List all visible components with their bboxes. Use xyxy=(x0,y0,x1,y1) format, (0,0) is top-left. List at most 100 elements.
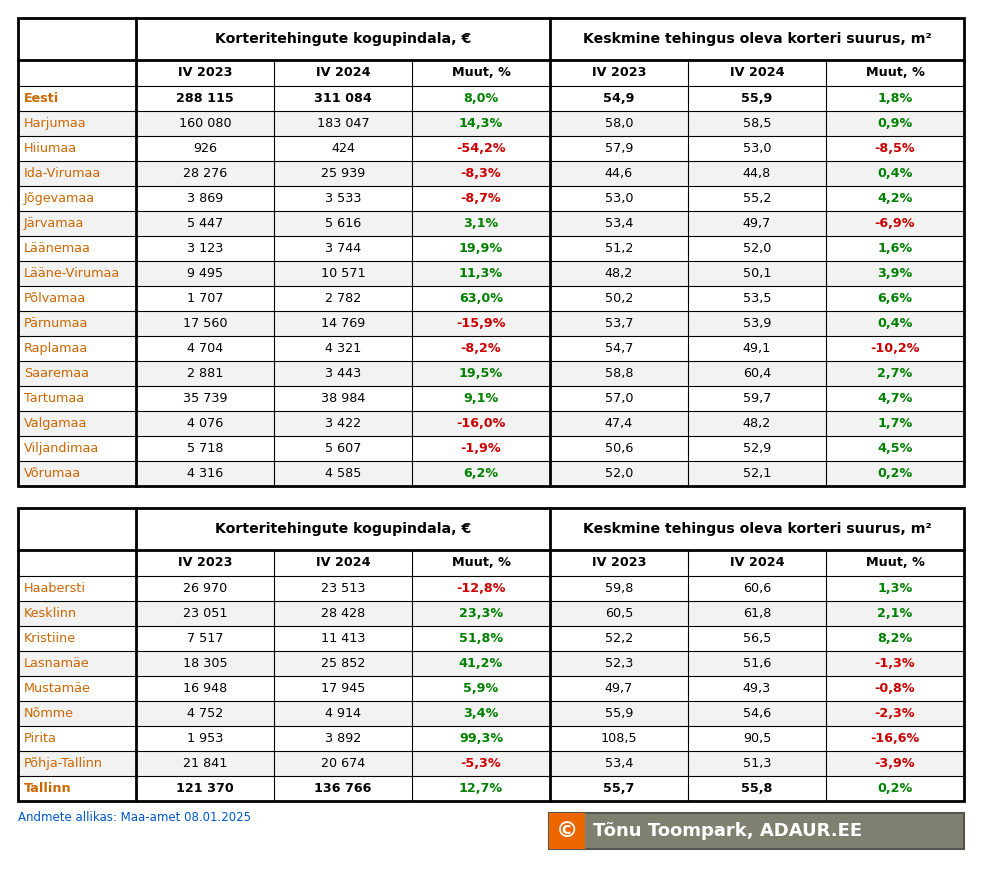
Text: -0,8%: -0,8% xyxy=(875,682,915,695)
Text: 54,9: 54,9 xyxy=(603,92,634,105)
Text: 288 115: 288 115 xyxy=(176,92,234,105)
Text: 160 080: 160 080 xyxy=(179,117,232,130)
Text: 183 047: 183 047 xyxy=(316,117,369,130)
Text: 52,3: 52,3 xyxy=(605,657,633,670)
Text: Tõnu Toompark, ADAUR.EE: Tõnu Toompark, ADAUR.EE xyxy=(593,822,862,840)
Text: 4 752: 4 752 xyxy=(187,707,223,720)
Text: -8,2%: -8,2% xyxy=(461,342,502,355)
Text: Keskmine tehingus oleva korteri suurus, m²: Keskmine tehingus oleva korteri suurus, … xyxy=(582,522,931,536)
Text: 4 076: 4 076 xyxy=(187,417,223,430)
Text: 56,5: 56,5 xyxy=(742,632,771,645)
Text: 1,8%: 1,8% xyxy=(877,92,912,105)
Text: Hiiumaa: Hiiumaa xyxy=(24,142,78,155)
Text: Pärnumaa: Pärnumaa xyxy=(24,317,88,330)
Text: 0,4%: 0,4% xyxy=(877,167,912,180)
Text: 60,6: 60,6 xyxy=(742,582,771,595)
Text: Mustamäe: Mustamäe xyxy=(24,682,91,695)
Text: 51,6: 51,6 xyxy=(742,657,771,670)
Text: 53,9: 53,9 xyxy=(742,317,771,330)
Text: 7 517: 7 517 xyxy=(187,632,223,645)
Text: 0,2%: 0,2% xyxy=(877,782,912,795)
Text: 4,2%: 4,2% xyxy=(877,192,912,205)
Text: Muut, %: Muut, % xyxy=(452,66,511,80)
Text: ©: © xyxy=(556,821,578,841)
Text: -2,3%: -2,3% xyxy=(875,707,915,720)
Text: -12,8%: -12,8% xyxy=(457,582,506,595)
Text: 926: 926 xyxy=(193,142,217,155)
Text: 50,1: 50,1 xyxy=(742,267,771,280)
Text: 3,4%: 3,4% xyxy=(464,707,499,720)
Text: 49,7: 49,7 xyxy=(742,217,771,230)
Bar xyxy=(18,386,964,411)
Text: -8,3%: -8,3% xyxy=(461,167,502,180)
Text: 2 782: 2 782 xyxy=(325,292,361,305)
Text: 21 841: 21 841 xyxy=(183,757,227,770)
Text: Raplamaa: Raplamaa xyxy=(24,342,88,355)
Text: 3 869: 3 869 xyxy=(187,192,223,205)
Text: 51,2: 51,2 xyxy=(605,242,633,255)
Text: IV 2024: IV 2024 xyxy=(315,66,370,80)
Bar xyxy=(18,18,964,486)
Text: Põlvamaa: Põlvamaa xyxy=(24,292,86,305)
Text: 5 616: 5 616 xyxy=(325,217,361,230)
Text: Harjumaa: Harjumaa xyxy=(24,117,86,130)
Text: 0,9%: 0,9% xyxy=(877,117,912,130)
Text: Muut, %: Muut, % xyxy=(452,556,511,570)
Text: -5,3%: -5,3% xyxy=(461,757,502,770)
Bar xyxy=(549,813,964,849)
Text: 53,4: 53,4 xyxy=(605,757,633,770)
Bar xyxy=(18,576,964,601)
Text: 58,5: 58,5 xyxy=(742,117,771,130)
Text: -6,9%: -6,9% xyxy=(875,217,915,230)
Bar xyxy=(18,311,964,336)
Bar xyxy=(18,776,964,801)
Text: 3 744: 3 744 xyxy=(325,242,361,255)
Text: 61,8: 61,8 xyxy=(742,607,771,620)
Text: 99,3%: 99,3% xyxy=(459,732,503,745)
Text: 5 718: 5 718 xyxy=(187,442,223,455)
Text: 11 413: 11 413 xyxy=(321,632,365,645)
Text: 51,3: 51,3 xyxy=(742,757,771,770)
Text: Põhja-Tallinn: Põhja-Tallinn xyxy=(24,757,103,770)
Text: 121 370: 121 370 xyxy=(176,782,234,795)
Text: 1 953: 1 953 xyxy=(187,732,223,745)
Bar xyxy=(18,508,964,576)
Text: Andmete allikas: Maa-amet 08.01.2025: Andmete allikas: Maa-amet 08.01.2025 xyxy=(18,811,251,824)
Text: 8,0%: 8,0% xyxy=(464,92,499,105)
Text: Korteritehingute kogupindala, €: Korteritehingute kogupindala, € xyxy=(215,522,471,536)
Text: Saaremaa: Saaremaa xyxy=(24,367,89,380)
Text: 48,2: 48,2 xyxy=(742,417,771,430)
Text: 4,7%: 4,7% xyxy=(877,392,912,405)
Text: 49,3: 49,3 xyxy=(742,682,771,695)
Text: 26 970: 26 970 xyxy=(183,582,227,595)
Text: 4 585: 4 585 xyxy=(325,467,361,480)
Text: Kesklinn: Kesklinn xyxy=(24,607,78,620)
Text: IV 2023: IV 2023 xyxy=(592,556,646,570)
Text: -54,2%: -54,2% xyxy=(457,142,506,155)
Text: Lääne-Virumaa: Lääne-Virumaa xyxy=(24,267,120,280)
Text: 54,6: 54,6 xyxy=(742,707,771,720)
Text: 53,7: 53,7 xyxy=(605,317,633,330)
Text: 50,6: 50,6 xyxy=(605,442,633,455)
Text: 17 945: 17 945 xyxy=(321,682,365,695)
Bar xyxy=(18,626,964,651)
Text: -1,3%: -1,3% xyxy=(875,657,915,670)
Text: 6,6%: 6,6% xyxy=(878,292,912,305)
Text: 54,7: 54,7 xyxy=(605,342,633,355)
Bar xyxy=(18,186,964,211)
Text: Muut, %: Muut, % xyxy=(865,66,924,80)
Bar xyxy=(18,651,964,676)
Text: 3,1%: 3,1% xyxy=(464,217,499,230)
Text: 14 769: 14 769 xyxy=(321,317,365,330)
Text: 53,0: 53,0 xyxy=(605,192,633,205)
Text: 1,3%: 1,3% xyxy=(877,582,912,595)
Text: 0,2%: 0,2% xyxy=(877,467,912,480)
Text: 50,2: 50,2 xyxy=(605,292,633,305)
Text: 60,4: 60,4 xyxy=(742,367,771,380)
Text: 53,4: 53,4 xyxy=(605,217,633,230)
Text: IV 2023: IV 2023 xyxy=(178,556,233,570)
Text: 311 084: 311 084 xyxy=(314,92,372,105)
Text: 47,4: 47,4 xyxy=(605,417,633,430)
Bar xyxy=(18,461,964,486)
Text: 41,2%: 41,2% xyxy=(459,657,503,670)
